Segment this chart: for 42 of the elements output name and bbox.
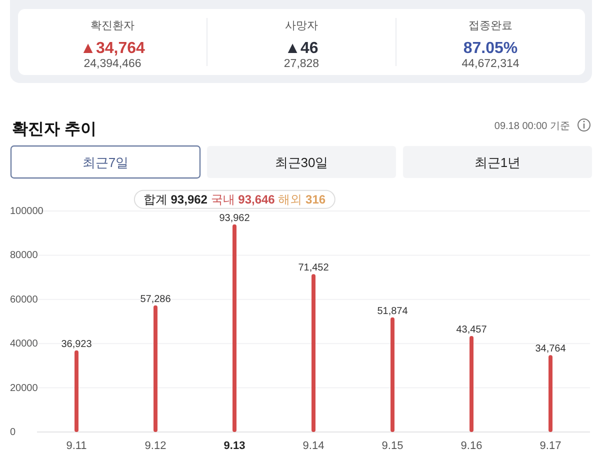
x-tick-label: 9.13	[224, 440, 246, 452]
category-label: 확진환자	[90, 20, 134, 32]
text: 최근30일	[274, 155, 328, 170]
x-tick-label: 9.14	[302, 440, 324, 452]
bar	[312, 274, 316, 432]
data-label: 36,923	[61, 338, 92, 350]
x-tick-label: 9.17	[540, 440, 562, 452]
data-label: 71,452	[298, 262, 330, 274]
chart-title: 확진자 추이	[12, 121, 96, 138]
data-label: 34,764	[535, 344, 566, 355]
data-label: 57,286	[140, 294, 172, 305]
data-label: 43,457	[456, 324, 488, 336]
x-tick-label: 9.15	[382, 440, 404, 452]
x-tick-label: 9.16	[460, 440, 482, 452]
y-tick-label: 40000	[10, 338, 38, 350]
category-label: 사망자	[285, 20, 318, 32]
bar	[548, 355, 552, 432]
y-tick-label: 80000	[10, 250, 38, 261]
text: ▲46	[284, 40, 318, 57]
x-tick-label: 9.12	[144, 440, 166, 452]
data-label: 51,874	[377, 306, 408, 317]
annotation: 합계 93,962 국내 93,646 해외 316	[143, 192, 326, 206]
data-label: 93,962	[219, 212, 250, 224]
text: 27,828	[284, 58, 320, 70]
text: 44,672,314	[462, 58, 520, 70]
text: 87.05%	[463, 40, 518, 57]
text: 최근7일	[82, 155, 129, 170]
bar	[390, 317, 394, 432]
text: 최근1년	[474, 155, 521, 170]
bar	[74, 350, 78, 432]
y-tick-label: 0	[10, 426, 16, 438]
bar	[154, 305, 158, 432]
bar	[232, 224, 236, 432]
bar	[470, 336, 474, 432]
chart-subtitle: 09.18 00:00 기준	[494, 121, 570, 132]
y-tick-label: 60000	[10, 294, 38, 305]
y-tick-label: 20000	[10, 382, 38, 394]
y-tick-label: 100000	[10, 206, 44, 216]
text: 24,394,466	[84, 58, 142, 70]
category-label: 접종완료	[468, 20, 512, 32]
x-tick-label: 9.11	[66, 440, 87, 452]
text: ▲34,764	[80, 40, 145, 57]
